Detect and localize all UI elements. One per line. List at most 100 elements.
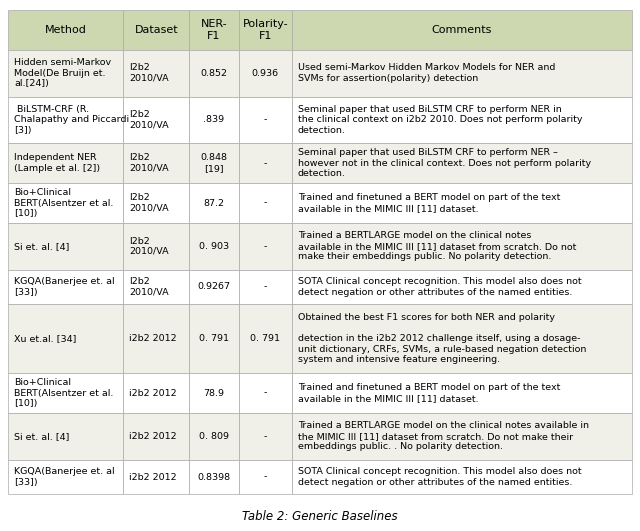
- Bar: [189, 223, 239, 270]
- Text: I2b2
2010/VA: I2b2 2010/VA: [129, 237, 169, 256]
- Text: Hidden semi-Markov
Model(De Bruijn et.
al.[24]): Hidden semi-Markov Model(De Bruijn et. a…: [14, 58, 111, 88]
- Text: I2b2
2010/VA: I2b2 2010/VA: [129, 277, 169, 297]
- Text: 87.2: 87.2: [204, 199, 225, 208]
- Bar: [292, 413, 632, 460]
- Bar: [292, 373, 632, 413]
- Bar: [239, 223, 292, 270]
- Text: NER-
F1: NER- F1: [200, 19, 227, 41]
- Bar: [189, 373, 239, 413]
- Text: Polarity-
F1: Polarity- F1: [243, 19, 288, 41]
- Text: Bio+Clinical
BERT(Alsentzer et al.
[10]): Bio+Clinical BERT(Alsentzer et al. [10]): [14, 188, 113, 218]
- Bar: [189, 143, 239, 183]
- Bar: [8, 50, 124, 97]
- Bar: [124, 270, 189, 304]
- Text: Trained and finetuned a BERT model on part of the text
available in the MIMIC II: Trained and finetuned a BERT model on pa…: [298, 383, 560, 403]
- Bar: [239, 143, 292, 183]
- Bar: [189, 50, 239, 97]
- Bar: [8, 460, 124, 494]
- Text: -: -: [264, 199, 267, 208]
- Text: Si et. al. [4]: Si et. al. [4]: [14, 242, 69, 251]
- Bar: [292, 304, 632, 373]
- Bar: [8, 270, 124, 304]
- Text: I2b2
2010/VA: I2b2 2010/VA: [129, 153, 169, 173]
- Bar: [239, 304, 292, 373]
- Bar: [239, 97, 292, 143]
- Bar: [292, 223, 632, 270]
- Text: I2b2
2010/VA: I2b2 2010/VA: [129, 64, 169, 83]
- Bar: [292, 10, 632, 50]
- Text: 0.936: 0.936: [252, 68, 279, 78]
- Text: Si et. al. [4]: Si et. al. [4]: [14, 432, 69, 441]
- Bar: [239, 10, 292, 50]
- Text: -: -: [264, 432, 267, 441]
- Text: -: -: [264, 242, 267, 251]
- Text: BiLSTM-CRF (R.
Chalapathy and Piccardi
[3]): BiLSTM-CRF (R. Chalapathy and Piccardi […: [14, 105, 129, 135]
- Bar: [292, 143, 632, 183]
- Bar: [124, 373, 189, 413]
- Text: Comments: Comments: [432, 25, 492, 35]
- Bar: [8, 373, 124, 413]
- Text: Independent NER
(Lample et al. [2]): Independent NER (Lample et al. [2]): [14, 153, 100, 173]
- Text: 0. 903: 0. 903: [199, 242, 229, 251]
- Text: .839: .839: [204, 115, 225, 124]
- Bar: [189, 183, 239, 223]
- Text: -: -: [264, 115, 267, 124]
- Text: KGQA(Banerjee et. al
[33]): KGQA(Banerjee et. al [33]): [14, 277, 115, 297]
- Text: Trained a BERTLARGE model on the clinical notes available in
the MIMIC III [11] : Trained a BERTLARGE model on the clinica…: [298, 422, 589, 451]
- Bar: [292, 97, 632, 143]
- Text: 0. 809: 0. 809: [199, 432, 229, 441]
- Text: Seminal paper that used BiLSTM CRF to perform NER in
the clinical context on i2b: Seminal paper that used BiLSTM CRF to pe…: [298, 105, 582, 135]
- Bar: [8, 97, 124, 143]
- Bar: [239, 50, 292, 97]
- Bar: [239, 270, 292, 304]
- Text: SOTA Clinical concept recognition. This model also does not
detect negation or o: SOTA Clinical concept recognition. This …: [298, 277, 582, 297]
- Text: Dataset: Dataset: [134, 25, 178, 35]
- Text: 0.852: 0.852: [200, 68, 227, 78]
- Bar: [8, 143, 124, 183]
- Text: Used semi-Markov Hidden Markov Models for NER and
SVMs for assertion(polarity) d: Used semi-Markov Hidden Markov Models fo…: [298, 64, 556, 83]
- Text: -: -: [264, 282, 267, 292]
- Bar: [292, 50, 632, 97]
- Bar: [292, 183, 632, 223]
- Bar: [124, 304, 189, 373]
- Text: KGQA(Banerjee et. al
[33]): KGQA(Banerjee et. al [33]): [14, 467, 115, 487]
- Bar: [8, 223, 124, 270]
- Text: 0.8398: 0.8398: [197, 473, 230, 482]
- Bar: [124, 460, 189, 494]
- Bar: [189, 413, 239, 460]
- Text: Trained and finetuned a BERT model on part of the text
available in the MIMIC II: Trained and finetuned a BERT model on pa…: [298, 193, 560, 213]
- Bar: [239, 373, 292, 413]
- Text: Bio+Clinical
BERT(Alsentzer et al.
[10]): Bio+Clinical BERT(Alsentzer et al. [10]): [14, 378, 113, 408]
- Text: -: -: [264, 159, 267, 168]
- Text: 0. 791: 0. 791: [199, 334, 229, 343]
- Bar: [292, 460, 632, 494]
- Bar: [292, 270, 632, 304]
- Text: i2b2 2012: i2b2 2012: [129, 473, 177, 482]
- Text: Seminal paper that used BiLSTM CRF to perform NER –
however not in the clinical : Seminal paper that used BiLSTM CRF to pe…: [298, 148, 591, 178]
- Bar: [124, 10, 189, 50]
- Text: I2b2
2010/VA: I2b2 2010/VA: [129, 193, 169, 213]
- Text: 0. 791: 0. 791: [250, 334, 280, 343]
- Text: I2b2
2010/VA: I2b2 2010/VA: [129, 110, 169, 130]
- Text: Table 2: Generic Baselines: Table 2: Generic Baselines: [242, 510, 398, 524]
- Text: 78.9: 78.9: [204, 389, 225, 398]
- Bar: [124, 413, 189, 460]
- Bar: [8, 304, 124, 373]
- Bar: [189, 460, 239, 494]
- Bar: [239, 460, 292, 494]
- Bar: [124, 50, 189, 97]
- Bar: [8, 413, 124, 460]
- Bar: [124, 183, 189, 223]
- Bar: [8, 10, 124, 50]
- Bar: [189, 97, 239, 143]
- Bar: [8, 183, 124, 223]
- Text: Obtained the best F1 scores for both NER and polarity

detection in the i2b2 201: Obtained the best F1 scores for both NER…: [298, 313, 586, 364]
- Bar: [239, 183, 292, 223]
- Text: Method: Method: [45, 25, 86, 35]
- Text: i2b2 2012: i2b2 2012: [129, 432, 177, 441]
- Bar: [124, 97, 189, 143]
- Text: i2b2 2012: i2b2 2012: [129, 334, 177, 343]
- Bar: [239, 413, 292, 460]
- Bar: [189, 10, 239, 50]
- Bar: [124, 143, 189, 183]
